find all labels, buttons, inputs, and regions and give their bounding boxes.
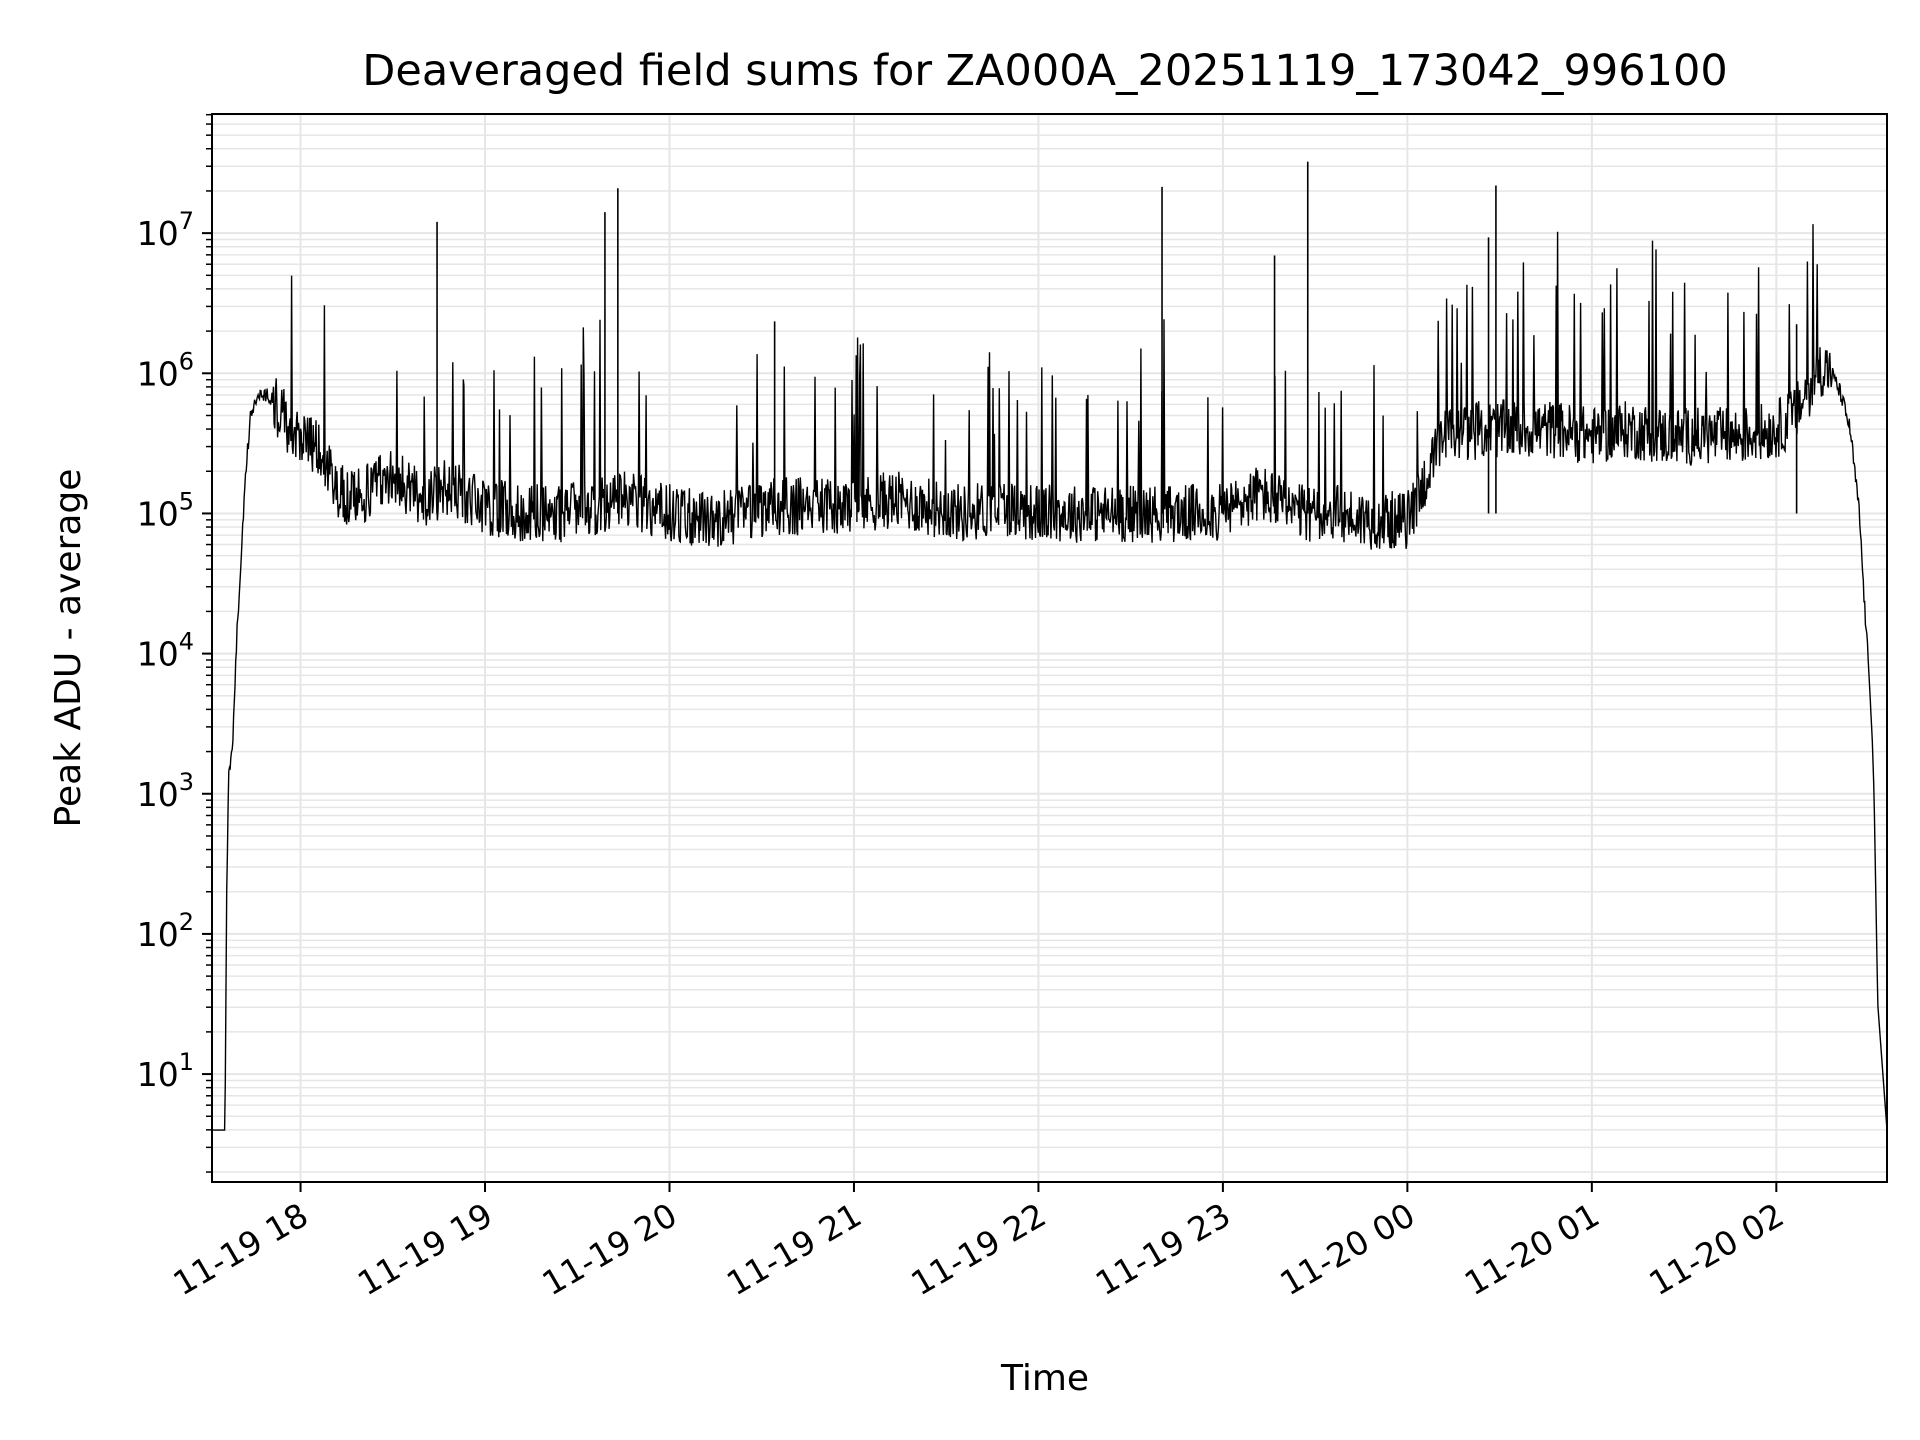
x-axis-label: Time bbox=[1000, 1358, 1089, 1399]
plot-frame bbox=[211, 113, 1888, 1183]
chart-title: Deaveraged field sums for ZA000A_2025111… bbox=[362, 46, 1727, 96]
x-tick-label: 11-19 18 bbox=[167, 1195, 315, 1303]
y-tick-label: 101 bbox=[137, 1048, 194, 1094]
y-axis: 101 102 103 104 105 106 107 bbox=[137, 113, 212, 1173]
y-tick-label: 105 bbox=[137, 487, 194, 533]
y-tick-label: 103 bbox=[137, 768, 194, 814]
x-tick-label: 11-20 00 bbox=[1273, 1195, 1421, 1303]
data-layer bbox=[212, 161, 1888, 1131]
y-tick-label: 106 bbox=[137, 347, 194, 393]
x-tick-label: 11-20 01 bbox=[1458, 1195, 1606, 1303]
y-axis-label: Peak ADU - average bbox=[48, 469, 89, 828]
grid-layer bbox=[212, 113, 1887, 1182]
x-tick-label: 11-19 20 bbox=[535, 1195, 683, 1303]
x-tick-label: 11-19 23 bbox=[1089, 1195, 1237, 1303]
series-line-peak_adu_minus_average bbox=[212, 224, 1888, 1131]
y-tick-label: 104 bbox=[137, 628, 194, 674]
x-tick-label: 11-19 22 bbox=[904, 1195, 1052, 1303]
y-tick-label: 102 bbox=[137, 908, 194, 954]
x-tick-label: 11-20 02 bbox=[1642, 1195, 1790, 1303]
x-axis: 11-19 18 11-19 19 11-19 20 11-19 21 11-19 22… bbox=[167, 1182, 1790, 1303]
x-tick-label: 11-19 21 bbox=[720, 1195, 868, 1303]
x-tick-label: 11-19 19 bbox=[351, 1195, 499, 1303]
y-tick-label: 107 bbox=[137, 207, 194, 253]
